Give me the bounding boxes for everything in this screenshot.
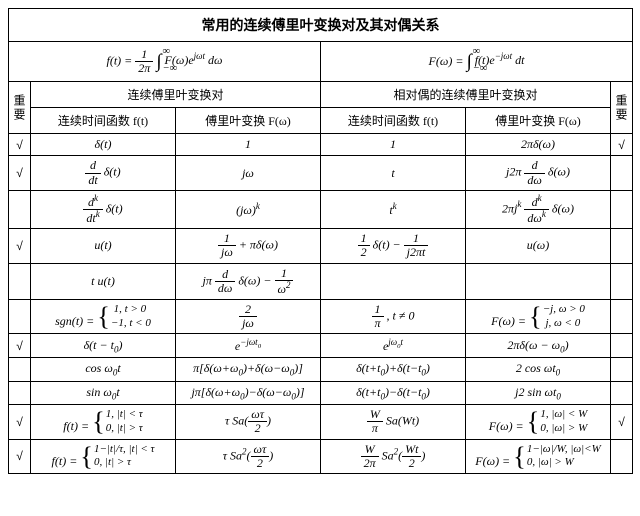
importance-right-header: 重要: [611, 82, 633, 134]
inverse-transform-formula: f(t) = 12π ∫∞−∞ F(ω)ejωt dω: [9, 42, 321, 82]
cell-Fw: 1: [176, 134, 321, 156]
table-row: √ ddt δ(t) jω t j2π ddω δ(ω): [9, 156, 633, 190]
cell-ft: δ(t): [31, 134, 176, 156]
table-row: cos ω0t π[δ(ω+ω0)+δ(ω−ω0)] δ(t+t0)+δ(t−t…: [9, 358, 633, 381]
table-title: 常用的连续傅里叶变换对及其对偶关系: [9, 9, 633, 42]
table-row: √ f(t) = 1−|t|/τ, |t| < τ0, |t| > τ τ Sa…: [9, 439, 633, 474]
table-row: √ u(t) 1jω + πδ(ω) 12 δ(t) − 1j2πt u(ω): [9, 229, 633, 263]
cell-Fw2: 2πδ(ω): [466, 134, 611, 156]
section-right-header: 相对偶的连续傅里叶变换对: [321, 82, 611, 108]
section-left-header: 连续傅里叶变换对: [31, 82, 321, 108]
cell-ft2: 1: [321, 134, 466, 156]
table-row: t u(t) jπ ddω δ(ω) − 1ω2: [9, 263, 633, 299]
importance-left-header: 重要: [9, 82, 31, 134]
table-row: sin ω0t jπ[δ(ω+ω0)−δ(ω−ω0)] δ(t+t0)−δ(t−…: [9, 381, 633, 404]
forward-transform-formula: F(ω) = ∫∞−∞ f(t)e−jωt dt: [321, 42, 633, 82]
table-row: √ δ(t − t0) e−jωt0 ejω0t 2πδ(ω − ω0): [9, 334, 633, 358]
table-row: √ f(t) = 1, |t| < τ0, |t| > τ τ Sa(ωτ2) …: [9, 405, 633, 440]
col-Fw-left: 傅里叶变换 F(ω): [176, 108, 321, 134]
table-row: dkdtk δ(t) (jω)k tk 2πjk dkdωk δ(ω): [9, 190, 633, 228]
fourier-transform-table: 常用的连续傅里叶变换对及其对偶关系 f(t) = 12π ∫∞−∞ F(ω)ej…: [8, 8, 633, 474]
col-ft-left: 连续时间函数 f(t): [31, 108, 176, 134]
table-row: √ δ(t) 1 1 2πδ(ω) √: [9, 134, 633, 156]
check-left: √: [9, 134, 31, 156]
col-Fw-right: 傅里叶变换 F(ω): [466, 108, 611, 134]
col-ft-right: 连续时间函数 f(t): [321, 108, 466, 134]
table-row: sgn(t) = 1, t > 0−1, t < 0 2jω 1π , t ≠ …: [9, 299, 633, 334]
check-right: √: [611, 134, 633, 156]
